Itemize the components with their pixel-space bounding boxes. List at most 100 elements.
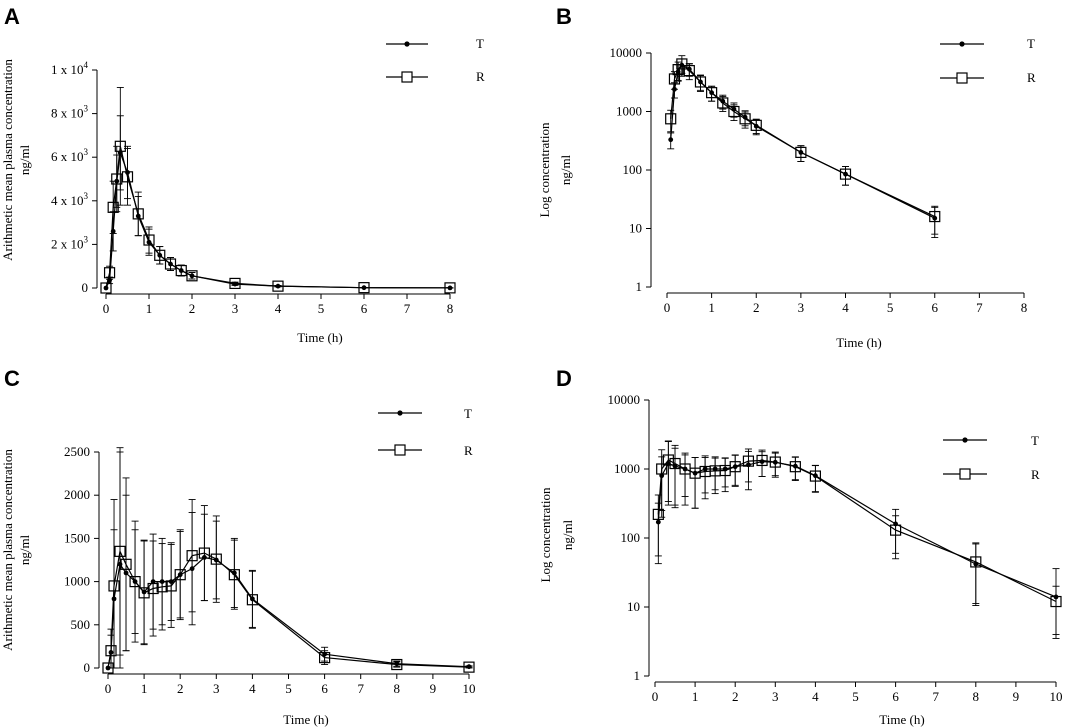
- x-tick-label-c-2: 2: [177, 681, 184, 696]
- legend-marker-r-c: [394, 444, 406, 456]
- y-tick-label-b-1: 10: [629, 221, 642, 236]
- x-tick-label-c-8: 8: [394, 681, 401, 696]
- x-tick-label-a-2: 2: [189, 301, 196, 316]
- legend-d: T R: [943, 433, 1040, 482]
- y-tick-label-a-1: 2 x 103: [51, 234, 89, 251]
- error-bar-r-c-2: [110, 499, 118, 669]
- y-tick-label-d-2: 100: [621, 530, 641, 545]
- panel-b: B Time (h) Log concentration ng/ml T R 0…: [537, 4, 1036, 350]
- series-line-t-a: [105, 152, 451, 289]
- series-line-t-d: [657, 460, 1057, 598]
- y-tick-label-c-3: 1500: [64, 530, 90, 545]
- legend-a: T R: [386, 36, 485, 84]
- data-point-r-d-0: [652, 508, 664, 520]
- error-bar-r-c-13: [212, 515, 220, 603]
- x-tick-label-b-8: 8: [1021, 300, 1028, 315]
- data-point-r-c-15: [246, 594, 258, 606]
- data-point-r-b-2: [672, 64, 684, 76]
- error-bar-r-d-5: [691, 457, 699, 509]
- data-point-r-c-10: [174, 569, 186, 581]
- panel-d: D Time (h) Log concentration ng/ml T R 0…: [538, 366, 1063, 727]
- error-bar-r-c-7: [149, 540, 157, 637]
- data-point-r-c-13: [210, 553, 222, 565]
- x-tick-label-b-2: 2: [753, 300, 760, 315]
- data-point-r-b-8: [728, 105, 740, 118]
- x-axis-label-b: Time (h): [836, 335, 881, 350]
- y-tick-label-b-0: 1: [636, 279, 643, 294]
- y-tick-label-b-2: 100: [623, 162, 643, 177]
- error-bar-r-d-1: [658, 449, 666, 511]
- data-point-r-c-17: [391, 658, 403, 671]
- data-point-r-c-6: [138, 587, 150, 599]
- y-tick-label-a-3: 6 x 103: [51, 147, 89, 164]
- error-bar-r-c-10: [176, 529, 184, 621]
- y-tick-label-d-4: 10000: [608, 392, 641, 407]
- x-tick-label-c-7: 7: [357, 681, 364, 696]
- x-tick-label-d-3: 3: [772, 689, 779, 704]
- x-tick-label-d-6: 6: [892, 689, 899, 704]
- data-point-r-d-9: [729, 461, 741, 473]
- y-tick-label-d-0: 1: [634, 668, 641, 683]
- legend-label-t-c: T: [464, 406, 472, 421]
- x-tick-label-d-10: 10: [1050, 689, 1063, 704]
- data-point-r-b-6: [706, 87, 718, 99]
- data-point-r-b-9: [739, 113, 751, 125]
- data-point-r-c-14: [228, 569, 240, 581]
- error-bar-r-c-5: [131, 520, 139, 643]
- legend-marker-t-b: [959, 41, 965, 47]
- error-bar-r-c-6: [140, 540, 148, 646]
- error-bar-r-a-2: [109, 180, 117, 234]
- error-bar-r-d-3: [671, 444, 679, 506]
- x-tick-label-a-8: 8: [447, 301, 454, 316]
- data-point-r-a-6: [132, 208, 144, 220]
- y-tick-label-b-3: 1000: [616, 104, 642, 119]
- error-bar-r-c-11: [188, 499, 196, 613]
- x-tick-label-a-5: 5: [318, 301, 325, 316]
- data-point-r-d-10: [742, 455, 755, 467]
- data-point-r-a-11: [186, 270, 198, 282]
- y-axis-unit-b: ng/ml: [558, 154, 573, 185]
- data-point-r-c-3: [114, 545, 126, 557]
- data-point-r-b-10: [750, 119, 762, 131]
- data-point-t-b-0: [668, 137, 674, 143]
- legend-label-r-b: R: [1027, 70, 1036, 85]
- y-tick-label-c-2: 1000: [64, 574, 90, 589]
- legend-marker-r-d: [959, 468, 971, 480]
- data-point-r-c-1: [105, 645, 117, 657]
- error-bar-r-d-13: [791, 456, 799, 482]
- x-tick-label-d-0: 0: [652, 689, 659, 704]
- data-point-r-b-13: [929, 210, 941, 223]
- x-tick-label-c-6: 6: [321, 681, 328, 696]
- error-bar-r-d-11: [758, 449, 766, 477]
- x-axis-label-c: Time (h): [283, 712, 328, 727]
- error-bar-r-c-8: [158, 543, 166, 631]
- x-tick-label-d-5: 5: [852, 689, 859, 704]
- x-tick-label-b-7: 7: [976, 300, 983, 315]
- x-tick-label-b-1: 1: [708, 300, 715, 315]
- y-axis-unit-c: ng/ml: [17, 534, 32, 565]
- data-point-r-d-2: [662, 454, 674, 466]
- x-tick-label-a-7: 7: [404, 301, 411, 316]
- data-point-r-a-10: [175, 264, 187, 277]
- data-point-r-a-13: [272, 280, 284, 292]
- series-line-r-b: [670, 62, 936, 218]
- legend-label-t-b: T: [1027, 36, 1035, 51]
- data-point-r-a-5: [121, 171, 134, 183]
- y-axis-label-c: Arithmetic mean plasma concentration: [0, 449, 15, 651]
- error-bar-r-a-6: [134, 191, 142, 237]
- y-tick-label-c-5: 2500: [64, 444, 90, 459]
- error-bar-r-c-12: [200, 505, 208, 602]
- error-bar-r-a-13: [274, 285, 282, 288]
- y-tick-label-c-0: 0: [84, 660, 91, 675]
- legend-marker-t-c: [397, 410, 403, 416]
- error-bar-r-b-11: [797, 145, 805, 162]
- error-bar-r-a-7: [145, 226, 153, 254]
- error-bar-r-c-3: [116, 447, 124, 656]
- legend-label-t-a: T: [476, 36, 484, 51]
- data-point-r-b-4: [683, 65, 695, 77]
- panel-letter-b: B: [556, 4, 572, 29]
- data-point-r-b-0: [665, 113, 677, 125]
- panel-letter-a: A: [4, 4, 20, 29]
- y-tick-label-c-4: 2000: [64, 487, 90, 502]
- data-point-r-c-9: [165, 580, 177, 592]
